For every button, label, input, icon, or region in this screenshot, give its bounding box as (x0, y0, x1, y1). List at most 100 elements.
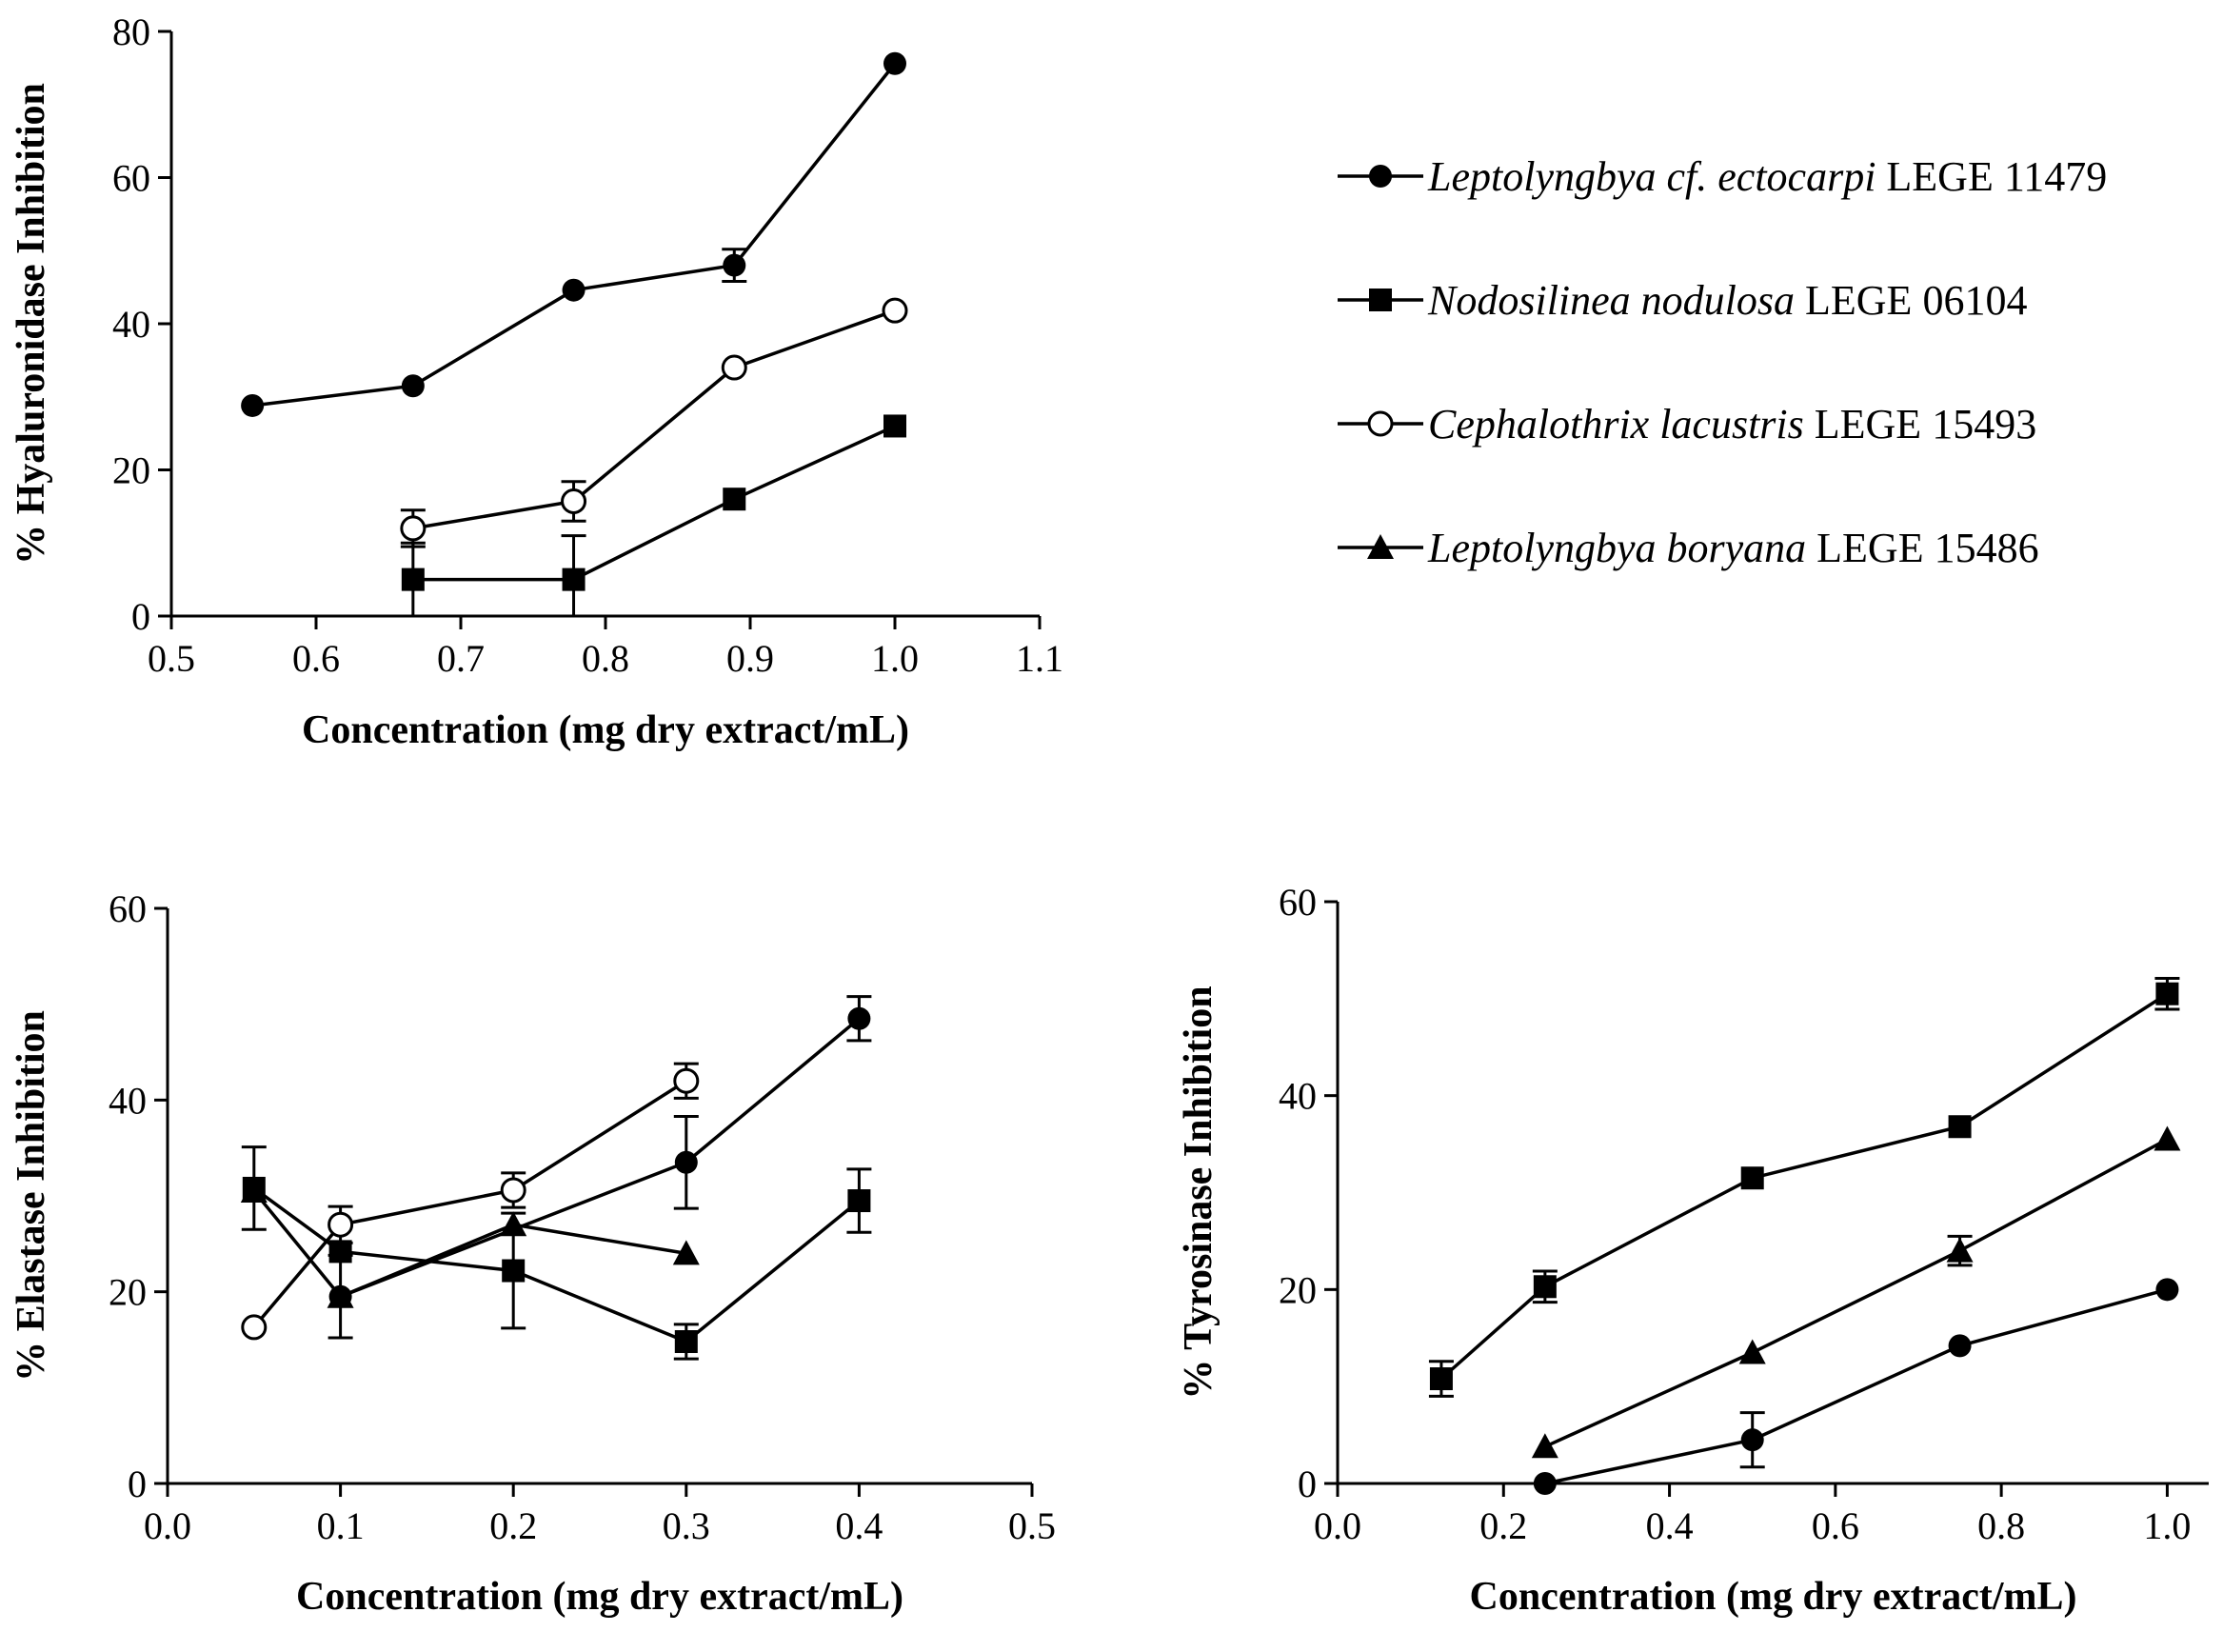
x-tick-label: 0.5 (148, 637, 195, 680)
data-point (502, 1259, 526, 1283)
y-tick-label: 60 (109, 887, 147, 930)
x-tick-label: 0.1 (317, 1504, 365, 1547)
y-tick-label: 0 (131, 595, 150, 638)
x-tick-label: 0.0 (1314, 1504, 1361, 1547)
data-point (561, 488, 587, 515)
series-line (1544, 1287, 2168, 1485)
legend-item-ectocarpi: Leptolyngbya cf. ectocarpi LEGE 11479 (1338, 153, 2107, 200)
y-tick-label: 80 (112, 10, 150, 53)
y-tick-label: 40 (109, 1079, 147, 1122)
series-line (412, 424, 896, 582)
series-line (1439, 992, 2169, 1381)
elastase-chart: 0.0 0.1 0.2 0.3 0.4 0.5 0 20 40 60 Concentration (… (10, 887, 1056, 1619)
series-line (252, 1189, 687, 1299)
data-point (241, 393, 265, 417)
y-tick-label: 60 (112, 157, 150, 200)
data-point (672, 1240, 700, 1265)
data-point (721, 354, 747, 381)
data-point (723, 253, 746, 277)
y-tick-label: 0 (1298, 1463, 1317, 1505)
x-tick-label: 0.6 (1812, 1504, 1859, 1547)
series (1531, 1125, 2181, 1459)
hyaluronidase-chart: 0.5 0.6 0.7 0.8 0.9 1.0 1.1 0 20 40 60 80 Concentrat… (10, 10, 1063, 752)
x-tick-label: 0.3 (663, 1504, 710, 1547)
data-point (1531, 1433, 1558, 1459)
data-point (241, 1314, 268, 1341)
y-tick-label: 20 (109, 1271, 147, 1314)
x-tick-label: 1.1 (1016, 637, 1063, 680)
y-tick-label: 0 (128, 1463, 147, 1505)
data-point (240, 1177, 268, 1203)
x-tick-label: 0.8 (582, 637, 629, 680)
data-point (2154, 1125, 2181, 1151)
series (240, 1177, 700, 1340)
data-point (673, 1067, 700, 1094)
x-tick-label: 0.5 (1008, 1504, 1056, 1547)
data-point (1948, 1334, 1972, 1358)
legend-label: Leptolyngbya boryana LEGE 15486 (1427, 525, 2039, 571)
x-axis-title: Concentration (mg dry extract/mL) (302, 708, 909, 752)
data-point (1738, 1339, 1766, 1364)
data-point (1740, 1166, 1764, 1190)
series (241, 51, 906, 417)
data-point (674, 1150, 698, 1174)
y-axis-title: % Tyrosinase Inhibition (1177, 985, 1221, 1399)
legend-marker-filled-circle (1369, 165, 1392, 188)
y-axis-title: % Hyaluronidase Inhibition (10, 83, 53, 565)
series-line (1544, 1137, 2169, 1448)
data-point (882, 297, 908, 324)
series (241, 1145, 872, 1361)
data-point (327, 1211, 354, 1238)
series (400, 414, 906, 616)
data-point (674, 1330, 698, 1354)
data-point (2155, 982, 2179, 1005)
x-tick-label: 0.0 (144, 1504, 191, 1547)
y-tick-label: 40 (112, 303, 150, 346)
tyrosinase-chart: 0.0 0.2 0.4 0.6 0.8 1.0 0 20 40 60 Concentration (… (1177, 881, 2209, 1619)
legend-marker-filled-square (1369, 289, 1392, 311)
y-tick-label: 40 (1279, 1075, 1317, 1118)
series (400, 297, 908, 548)
series-line (339, 1017, 861, 1299)
x-tick-label: 0.9 (726, 637, 774, 680)
series (1428, 976, 2180, 1398)
legend-item-nodulosa: Nodosilinea nodulosa LEGE 06104 (1338, 277, 2027, 324)
data-point (500, 1177, 526, 1204)
data-point (1533, 1472, 1557, 1495)
x-tick-label: 0.6 (292, 637, 340, 680)
x-axis-title: Concentration (mg dry extract/mL) (1470, 1575, 2077, 1619)
legend-label: Leptolyngbya cf. ectocarpi LEGE 11479 (1427, 153, 2107, 200)
series-line (251, 62, 897, 408)
y-axis-title: % Elastase Inhibition (10, 1010, 53, 1382)
data-point (2155, 1278, 2179, 1302)
x-tick-label: 0.8 (1977, 1504, 2025, 1547)
x-tick-label: 0.4 (1646, 1504, 1694, 1547)
y-tick-label: 60 (1279, 881, 1317, 924)
data-point (1946, 1237, 1974, 1263)
series (241, 1062, 700, 1341)
legend-label: Nodosilinea nodulosa LEGE 06104 (1427, 277, 2027, 324)
x-tick-label: 1.0 (2143, 1504, 2191, 1547)
y-tick-label: 20 (1279, 1268, 1317, 1311)
data-point (401, 567, 425, 591)
legend-label: Cephalothrix lacustris LEGE 15493 (1428, 401, 2036, 448)
data-point (847, 1189, 871, 1213)
x-tick-label: 0.2 (1479, 1504, 1527, 1547)
x-tick-label: 0.4 (835, 1504, 883, 1547)
series-line (412, 309, 896, 530)
data-point (327, 1283, 354, 1308)
series-line (252, 1079, 687, 1329)
y-tick-label: 20 (112, 449, 150, 492)
data-point (400, 515, 427, 542)
legend-item-lacustris: Cephalothrix lacustris LEGE 15493 (1338, 401, 2036, 448)
legend-marker-filled-triangle (1367, 534, 1394, 559)
data-point (883, 414, 906, 438)
data-point (562, 278, 586, 302)
data-point (500, 1211, 527, 1237)
series (1533, 1278, 2179, 1495)
x-tick-label: 0.2 (489, 1504, 537, 1547)
data-point (1948, 1115, 1972, 1139)
data-point (847, 1006, 871, 1030)
